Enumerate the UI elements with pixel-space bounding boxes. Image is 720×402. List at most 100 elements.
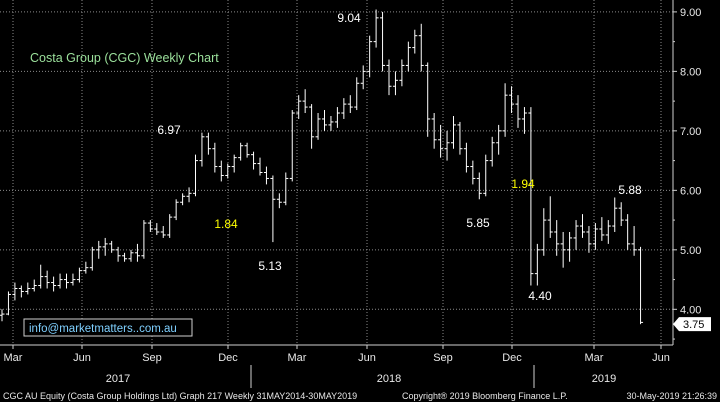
last-price-tag: 3.75 (673, 317, 711, 332)
last-price-box (673, 317, 711, 332)
x-tick-label: Jun (73, 352, 91, 364)
ohlc-bar (134, 243, 140, 262)
annotation-label: 1.94 (511, 177, 535, 191)
ohlc-bar (57, 273, 63, 289)
x-tick-label: Jun (358, 352, 376, 364)
ohlc-bar (109, 240, 115, 253)
ohlc-bar (580, 214, 585, 238)
footer-left: CGC AU Equity (Costa Group Holdings Ltd)… (3, 391, 357, 401)
watermark-box (23, 318, 193, 337)
ohlc-bar (592, 223, 598, 250)
ohlc-bar (612, 197, 618, 232)
ohlc-bar (25, 282, 31, 295)
ohlc-bar (64, 273, 69, 289)
ohlc-bar (638, 246, 644, 325)
ohlc-bar (347, 95, 353, 114)
annotation-label: 5.85 (466, 216, 490, 230)
ohlc-bar (205, 132, 211, 155)
ohlc-bar (302, 89, 308, 114)
ohlc-bar (160, 226, 166, 238)
price-bars (0, 9, 644, 325)
ohlc-bar (405, 41, 411, 72)
ohlc-bar (573, 220, 579, 250)
ohlc-bar (96, 240, 102, 259)
ohlc-bar (618, 202, 624, 227)
year-label: 2019 (592, 373, 616, 385)
y-tick-label: 9.00 (680, 7, 701, 19)
ohlc-bar (515, 95, 521, 128)
ohlc-bar (502, 83, 508, 137)
ohlc-bar (547, 196, 553, 238)
ohlc-bar (0, 309, 5, 322)
ohlc-bar (554, 220, 560, 256)
ohlc-bar (322, 110, 327, 131)
year-label: 2017 (106, 373, 130, 385)
footer-bar (0, 389, 720, 402)
ohlc-bar (605, 220, 611, 244)
annotation-label: 5.88 (618, 183, 642, 197)
ohlc-bar (496, 124, 502, 155)
footer-timestamp: 30-May-2019 21:26:39 (626, 391, 717, 401)
x-tick-label: Sep (433, 352, 453, 364)
annotation-label: 9.04 (337, 11, 361, 25)
x-tick-label: Mar (585, 352, 604, 364)
watermark-email: info@marketmatters..com.au (29, 323, 177, 335)
ohlc-bar (599, 217, 605, 241)
ohlc-bar (476, 172, 482, 200)
x-tick-label: Dec (502, 352, 522, 364)
ohlc-bar (115, 246, 121, 262)
ohlc-bar (586, 226, 592, 253)
annotation-label: 6.97 (157, 123, 181, 137)
ohlc-bar (38, 264, 44, 289)
x-tick-label: Dec (218, 352, 238, 364)
ohlc-bar (309, 104, 315, 149)
ohlc-bar (360, 65, 366, 90)
ohlc-bar (212, 142, 218, 173)
ohlc-bar (315, 113, 321, 140)
annotation-label: 4.40 (528, 289, 552, 303)
annotation-label: 5.13 (258, 259, 282, 273)
ohlc-bar (44, 270, 50, 289)
ohlc-bar (489, 136, 495, 167)
ohlc-bar (128, 249, 134, 262)
gridlines (0, 0, 673, 345)
ohlc-bar (173, 199, 179, 221)
ohlc-bar (147, 220, 153, 232)
y-axis-ticks: 4.00 5.00 6.00 7.00 8.00 9.00 (673, 7, 701, 340)
ohlc-bar (483, 154, 489, 197)
ohlc-bar (257, 157, 263, 176)
ohlc-bar (334, 107, 340, 128)
ohlc-bar (399, 59, 405, 87)
ohlc-bar (560, 231, 566, 268)
ohlc-bar (373, 9, 379, 48)
ohlc-bar (567, 231, 573, 262)
annotation-label: 1.84 (214, 217, 238, 231)
ohlc-bar (276, 193, 282, 209)
ohlc-bar (231, 154, 237, 173)
ohlc-bar (141, 220, 147, 259)
ohlc-bar (444, 130, 450, 161)
ohlc-bar (70, 273, 76, 286)
x-tick-label: Mar (4, 352, 23, 364)
ohlc-bar (470, 160, 476, 185)
ohlc-bar (238, 142, 244, 161)
y-tick-label: 4.00 (680, 304, 701, 316)
ohlc-bar (167, 214, 173, 238)
x-tick-label: Jun (652, 352, 670, 364)
ohlc-bar (534, 243, 540, 286)
ohlc-bar (122, 252, 128, 262)
ohlc-bar (451, 115, 456, 149)
ohlc-bar (341, 98, 347, 119)
annotations: 9.04 6.97 1.84 5.13 1.94 5.85 5.88 4.40 (157, 11, 642, 303)
ohlc-bar (89, 246, 95, 271)
ohlc-bar (463, 142, 469, 173)
y-tick-label: 6.00 (680, 185, 701, 197)
x-tick-label: Sep (142, 352, 162, 364)
ohlc-bar (631, 226, 637, 256)
ohlc-bar (180, 193, 186, 206)
x-axis: Mar Jun Sep Dec Mar Jun Sep Dec Mar Jun 2017 2018 20… (0, 344, 673, 388)
ohlc-bar (31, 279, 37, 292)
x-tick-label: Mar (288, 352, 307, 364)
ohlc-bar (218, 160, 224, 182)
